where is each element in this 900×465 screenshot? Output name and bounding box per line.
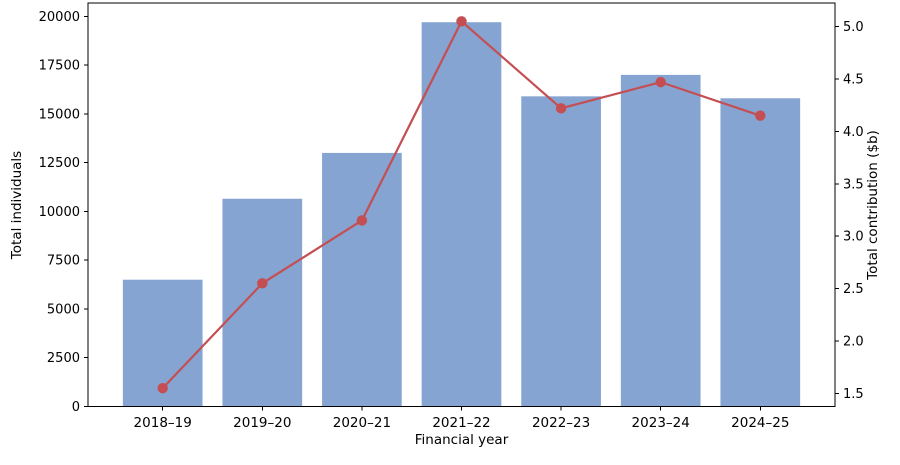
x-tick-label: 2020–21 bbox=[333, 415, 391, 431]
x-tick-label: 2023–24 bbox=[632, 415, 690, 431]
left-tick-label: 2500 bbox=[47, 351, 80, 366]
bar-2021–22 bbox=[421, 22, 502, 407]
right-tick-label: 3.5 bbox=[843, 177, 864, 192]
left-tick-label: 20000 bbox=[39, 10, 80, 25]
data-point-marker-2019–20 bbox=[257, 278, 268, 289]
right-tick-label: 2.0 bbox=[843, 334, 864, 349]
data-point-marker-2020–21 bbox=[356, 215, 368, 226]
bar-2022–23 bbox=[521, 96, 601, 407]
x-tick-label: 2024–25 bbox=[731, 415, 789, 431]
bar-2023–24 bbox=[620, 74, 701, 407]
right-tick-label: 2.5 bbox=[843, 282, 864, 297]
left-tick-label: 7500 bbox=[47, 254, 80, 269]
data-point-marker-2018–19 bbox=[157, 382, 168, 394]
data-point-marker-2021–22 bbox=[456, 16, 467, 27]
right-tick-label: 5.0 bbox=[843, 20, 864, 35]
left-tick-label: 10000 bbox=[39, 205, 80, 220]
bar-2024–25 bbox=[720, 98, 801, 407]
x-tick-label: 2021–22 bbox=[432, 415, 490, 431]
x-tick-label: 2019–20 bbox=[233, 415, 291, 431]
right-tick-label: 4.5 bbox=[843, 72, 864, 87]
right-tick-label: 4.0 bbox=[843, 125, 864, 140]
data-point-marker-2023–24 bbox=[655, 76, 666, 88]
left-tick-label: 5000 bbox=[47, 302, 80, 317]
left-tick-label: 17500 bbox=[39, 59, 80, 74]
right-tick-label: 3.0 bbox=[843, 230, 864, 245]
data-point-marker-2022–23 bbox=[555, 103, 567, 114]
data-point-marker-2024–25 bbox=[755, 110, 766, 121]
x-tick-label: 2022–23 bbox=[532, 415, 590, 431]
bar-2019–20 bbox=[222, 198, 303, 407]
left-tick-label: 0 bbox=[72, 400, 80, 415]
left-tick-label: 15000 bbox=[39, 107, 80, 122]
right-tick-label: 1.5 bbox=[843, 387, 864, 402]
left-tick-label: 12500 bbox=[39, 156, 80, 171]
x-tick-label: 2018–19 bbox=[134, 415, 192, 431]
bar-2020–21 bbox=[322, 152, 402, 407]
